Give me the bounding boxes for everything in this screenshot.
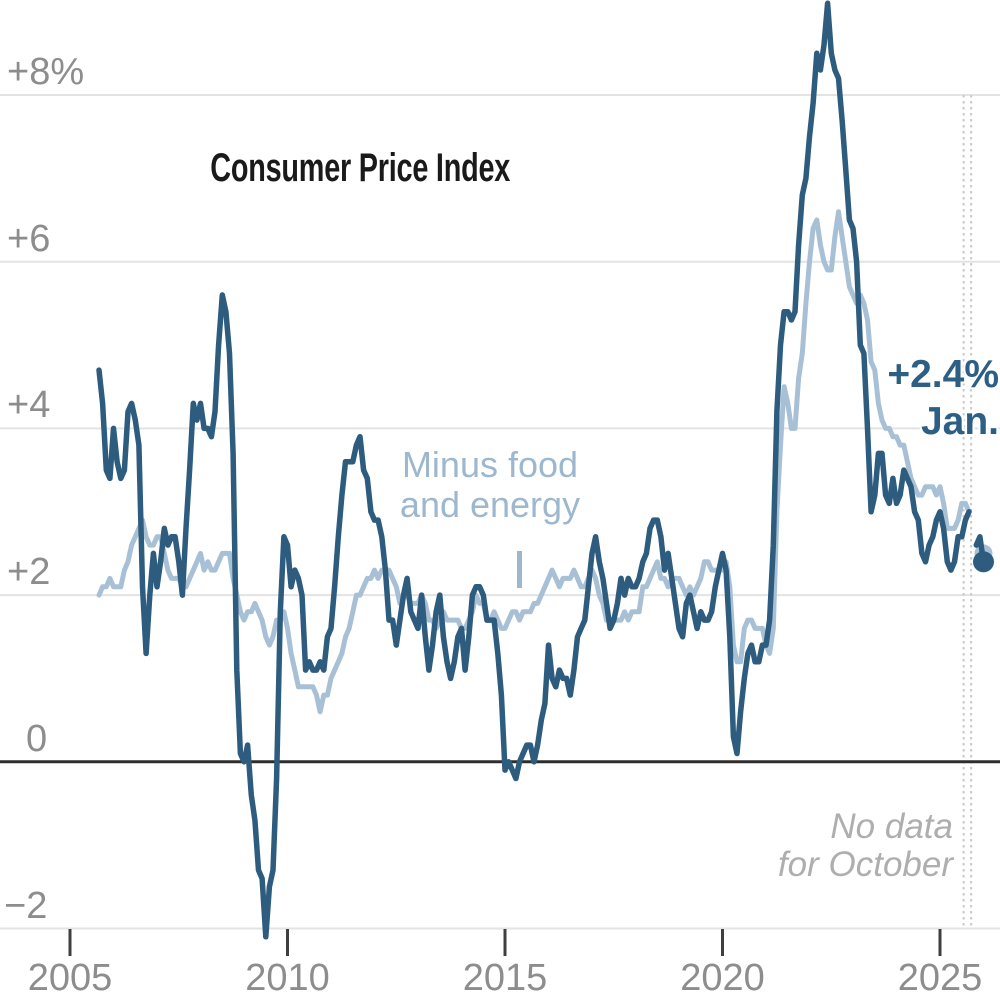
x-axis-tick-label: 2005 bbox=[27, 957, 113, 999]
x-axis-tick-label: 2020 bbox=[680, 957, 765, 999]
latest-value-annotation: +2.4% Jan. bbox=[887, 351, 999, 445]
y-axis-tick-label: 0 bbox=[26, 717, 48, 760]
missing-data-note-line2: for October bbox=[777, 845, 953, 884]
x-axis-tick bbox=[68, 929, 72, 956]
x-axis-tick-label: 2010 bbox=[245, 957, 330, 999]
x-axis-tick-label: 2015 bbox=[462, 957, 548, 999]
y-axis-tick-label: +8% bbox=[7, 51, 85, 93]
core-line-label: Minus food and energy bbox=[330, 445, 650, 525]
x-axis-tick bbox=[286, 929, 289, 956]
cpi-end-dot bbox=[973, 551, 994, 573]
missing-data-note: No data for October bbox=[778, 808, 953, 884]
latest-value: +2.4% bbox=[887, 353, 999, 396]
core-line-label-line1: Minus food bbox=[401, 444, 579, 485]
missing-data-note-line1: No data bbox=[830, 807, 953, 846]
core-line-label-line2: and energy bbox=[399, 484, 581, 525]
y-axis-tick-label: +6 bbox=[7, 217, 51, 260]
y-axis-tick-label: +4 bbox=[7, 384, 51, 427]
x-axis-tick-label: 2025 bbox=[897, 957, 983, 999]
chart-title: Consumer Price Index bbox=[152, 146, 552, 190]
chart-title-text: Consumer Price Index bbox=[210, 146, 511, 190]
y-axis-tick-label: −2 bbox=[4, 884, 48, 927]
core-label-pointer-tick bbox=[517, 551, 522, 588]
x-axis-tick bbox=[938, 929, 942, 956]
y-axis-tick-label: +2 bbox=[7, 551, 51, 594]
latest-period: Jan. bbox=[920, 400, 999, 443]
x-axis-tick bbox=[721, 929, 724, 956]
x-axis-tick bbox=[503, 929, 507, 956]
